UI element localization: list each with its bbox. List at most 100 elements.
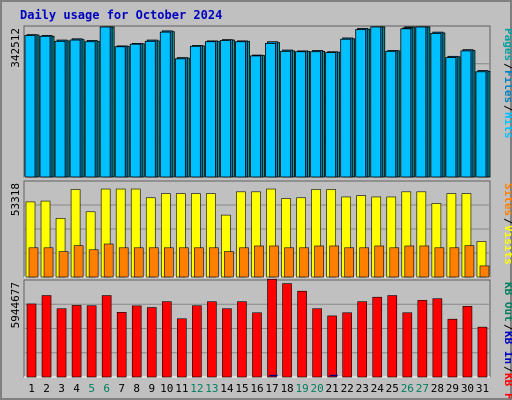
bar-kbf-day-9	[146, 307, 157, 378]
kbytes-legend-kb-f: KB F	[502, 373, 512, 400]
x-tick-label: 3	[58, 382, 65, 395]
bar-kbf-day-8	[131, 305, 142, 378]
bar-hits-day-27	[415, 26, 427, 178]
kbytes-legend: KB Out/KB In/KB F	[502, 282, 512, 400]
bar-sites-day-14	[224, 251, 234, 278]
bar-hits-day-8	[129, 43, 141, 178]
bar-sites-day-20	[314, 245, 324, 278]
bar-hits-day-2	[39, 35, 51, 178]
bar-sites-day-12	[194, 247, 204, 278]
bar-kbf-day-2	[41, 295, 52, 378]
bar-sites-day-6	[103, 243, 114, 278]
x-tick-label: 18	[280, 382, 293, 395]
bar-kbf-day-16	[252, 312, 262, 378]
bar-kbf-day-28	[432, 298, 443, 378]
bar-sites-day-9	[148, 247, 159, 278]
bar-sites-day-8	[133, 247, 144, 278]
bar-hits-day-4	[69, 39, 81, 178]
bar-kbf-day-11	[177, 318, 187, 378]
x-tick-label: 11	[175, 382, 188, 395]
bar-hits-day-16	[250, 55, 261, 178]
bar-sites-day-19	[299, 247, 309, 278]
bar-sites-day-24	[374, 245, 385, 278]
x-tick-label: 23	[356, 382, 369, 395]
bar-sites-day-10	[163, 247, 174, 278]
bar-kbf-day-6	[101, 295, 112, 378]
x-tick-label: 17	[265, 382, 278, 395]
bar-sites-day-4	[73, 245, 84, 278]
bar-sites-day-13	[209, 247, 219, 278]
x-tick-label: 8	[133, 382, 140, 395]
x-tick-label: 21	[326, 382, 339, 395]
hits-files-pages-y-max-label: 342512	[9, 28, 22, 68]
bar-sites-day-16	[254, 245, 264, 278]
bar-hits-day-30	[460, 50, 472, 178]
hits-files-pages-legend: Pages/Files/Hits	[502, 28, 512, 139]
bar-hits-day-31	[475, 71, 487, 178]
bar-hits-day-22	[340, 38, 352, 178]
bar-sites-day-30	[464, 245, 475, 278]
bar-hits-day-18	[280, 50, 291, 178]
bar-kbf-day-14	[222, 308, 232, 378]
bar-hits-day-29	[445, 57, 457, 178]
x-tick-label: 5	[88, 382, 95, 395]
bar-kbf-day-4	[71, 305, 82, 378]
visits-sites-legend: Sites /Visits	[502, 183, 512, 265]
bar-sites-day-22	[344, 247, 354, 278]
bar-kbf-day-5	[86, 305, 97, 378]
bar-kbf-day-22	[342, 312, 352, 378]
bar-hits-day-13	[204, 41, 216, 178]
bar-kbin-day-21	[329, 374, 338, 377]
x-tick-label: 4	[73, 382, 80, 395]
bar-kbf-day-15	[237, 301, 247, 378]
bar-kbf-day-31	[477, 326, 488, 378]
bar-hits-day-7	[114, 46, 126, 178]
hits-files-pages-legend-hits: Hits	[502, 112, 512, 139]
bar-hits-day-26	[400, 28, 412, 178]
hits-files-pages-legend-files: Files	[502, 70, 512, 103]
x-tick-label: 22	[341, 382, 354, 395]
x-tick-label: 2	[43, 382, 50, 395]
bar-kbf-day-29	[447, 318, 458, 378]
bar-hits-day-17	[265, 42, 276, 178]
bar-sites-day-23	[359, 247, 370, 278]
bar-kbf-day-1	[26, 303, 37, 378]
x-tick-label: 12	[190, 382, 203, 395]
bar-hits-day-12	[189, 45, 201, 178]
bar-sites-day-21	[329, 245, 339, 278]
bar-hits-day-15	[235, 41, 246, 178]
hits-files-pages-legend-pages: Pages	[502, 28, 512, 61]
bar-sites-day-29	[449, 247, 460, 278]
bar-sites-day-25	[389, 247, 400, 278]
x-tick-label: 7	[118, 382, 125, 395]
bar-sites-day-11	[179, 247, 189, 278]
visits-sites-legend-sites: Sites	[502, 183, 512, 216]
visits-sites-y-max-label: 53318	[9, 183, 22, 216]
x-tick-label: 20	[311, 382, 324, 395]
bar-kbf-day-18	[282, 283, 292, 378]
bar-hits-day-28	[430, 32, 442, 178]
bar-kbf-day-3	[56, 308, 67, 378]
x-tick-label: 31	[476, 382, 489, 395]
bar-hits-day-9	[144, 40, 156, 178]
bar-kbf-day-20	[312, 308, 322, 378]
bar-hits-day-23	[355, 29, 367, 178]
bar-kbf-day-27	[417, 300, 428, 378]
bar-kbf-day-10	[161, 301, 172, 378]
bar-hits-day-19	[295, 51, 306, 178]
bar-hits-day-21	[325, 52, 337, 178]
kbytes-legend-kb-out: KB Out	[502, 282, 512, 322]
bar-sites-day-2	[43, 247, 54, 278]
bar-hits-day-11	[174, 58, 186, 178]
bar-hits-day-14	[220, 40, 231, 178]
x-tick-label: 24	[371, 382, 385, 395]
bar-kbf-day-24	[372, 296, 383, 378]
hits-files-pages-legend-separator: /	[502, 105, 512, 112]
bar-kbf-day-30	[462, 306, 473, 378]
bar-sites-day-26	[404, 245, 415, 278]
bar-hits-day-3	[54, 40, 66, 178]
